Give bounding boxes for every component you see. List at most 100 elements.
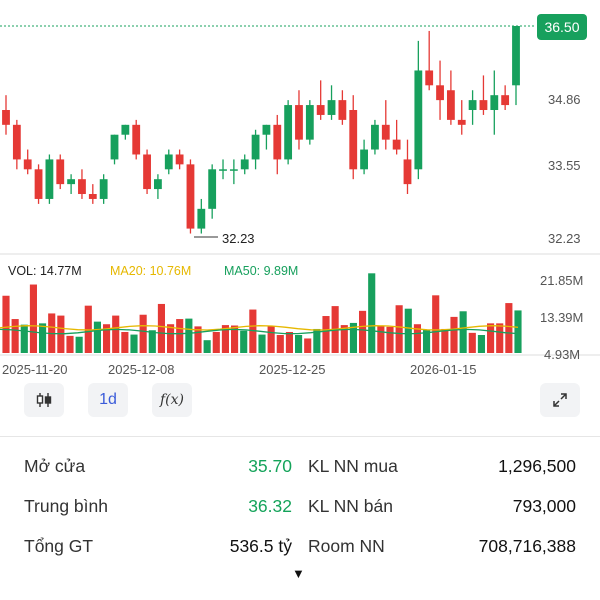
candle-body	[338, 100, 347, 120]
chart-toolbar: 1d f(x)	[0, 383, 600, 419]
indicator-fx-button[interactable]: f(x)	[152, 383, 192, 417]
volume-bar	[231, 325, 239, 353]
volume-bar	[276, 335, 284, 353]
volume-bar	[322, 316, 330, 353]
volume-bar	[75, 336, 83, 353]
stat-value: 36.32	[248, 496, 292, 516]
volume-bar	[139, 314, 147, 353]
stat-value: 536.5 tỷ	[229, 536, 292, 556]
price-axis-label: 34.86	[548, 92, 581, 107]
volume-bar	[432, 295, 440, 353]
volume-bar	[20, 324, 28, 353]
volume-bar	[468, 332, 476, 353]
volume-bar	[477, 335, 485, 353]
volume-series	[2, 273, 522, 353]
candle-body	[501, 95, 510, 106]
volume-axis-label: 4.93M	[544, 347, 580, 362]
stat-label: KL NN mua	[308, 456, 398, 476]
volume-bar	[377, 325, 385, 353]
candlestick-icon	[36, 393, 52, 407]
ma50-line	[0, 328, 519, 335]
candle-body	[121, 124, 130, 135]
date-label: 2025-11-20	[2, 362, 68, 377]
candle-body	[371, 124, 379, 150]
volume-bar	[349, 322, 357, 353]
volume-bar	[212, 331, 220, 353]
volume-bar	[295, 335, 303, 353]
volume-bar	[121, 331, 129, 353]
candle-body	[414, 70, 423, 170]
interval-1d-button[interactable]: 1d	[88, 383, 128, 417]
volume-bar	[395, 305, 403, 353]
candle-body	[490, 95, 499, 111]
volume-bar	[185, 318, 193, 353]
candle-body	[110, 134, 119, 160]
candle-body	[99, 179, 108, 199]
candle-body	[164, 154, 173, 170]
volume-bar	[404, 308, 412, 353]
candle-body	[67, 179, 76, 185]
candle-body	[360, 149, 368, 170]
candle-body	[12, 124, 21, 160]
expand-chart-button[interactable]	[540, 383, 580, 417]
candle-body	[23, 159, 32, 170]
stat-label: Room NN	[308, 536, 385, 556]
stat-label: KL NN bán	[308, 496, 393, 516]
stat-value: 793,000	[512, 496, 576, 516]
candle-body	[457, 119, 466, 125]
stock-stats: Mở cửa 35.70 KL NN mua 1,296,500 Trung b…	[24, 446, 580, 566]
volume-bar	[194, 326, 202, 353]
candle-body	[2, 110, 10, 125]
volume-bar	[386, 326, 394, 353]
volume-bar	[505, 303, 513, 353]
candle-body	[45, 159, 54, 199]
stat-label: Trung bình	[24, 496, 108, 516]
candle-body	[436, 85, 444, 101]
candle-body	[468, 100, 477, 111]
moving-average-lines	[0, 325, 519, 335]
volume-bar	[487, 323, 495, 353]
volume-bar	[240, 330, 248, 353]
candle-body	[316, 105, 325, 115]
volume-bar	[29, 284, 37, 353]
ma50-legend: MA50: 9.89M	[224, 264, 298, 278]
candle-body	[132, 124, 141, 155]
candle-body	[175, 154, 184, 165]
volume-bar	[340, 325, 348, 353]
stat-value: 708,716,388	[478, 536, 576, 556]
vol-legend: VOL: 14.77M	[8, 264, 82, 278]
volume-bar	[130, 334, 138, 353]
stat-label: Tổng GT	[24, 536, 94, 556]
candle-body	[34, 169, 43, 199]
candle-body	[78, 179, 86, 195]
stat-label: Mở cửa	[24, 456, 86, 476]
price-chart[interactable]: 36.50 34.86 33.55 32.23 32.23 VOL: 14.77…	[0, 0, 600, 382]
date-label: 2025-12-25	[259, 362, 326, 377]
candle-body	[197, 208, 206, 229]
candle-body	[512, 26, 520, 86]
candlestick-type-button[interactable]	[24, 383, 64, 417]
date-label: 2026-01-15	[410, 362, 477, 377]
expand-stats-arrow-icon[interactable]: ▼	[292, 566, 305, 581]
volume-bar	[304, 338, 312, 353]
volume-axis-label: 13.39M	[540, 310, 583, 325]
candle-body	[425, 70, 434, 86]
volume-bar	[203, 340, 211, 353]
volume-axis-label: 21.85M	[540, 273, 583, 288]
volume-bar	[167, 324, 175, 353]
section-divider	[0, 436, 600, 437]
volume-bar	[176, 319, 184, 353]
stat-row-open: Mở cửa 35.70 KL NN mua 1,296,500	[24, 446, 580, 486]
volume-bar	[148, 330, 156, 353]
candle-body	[262, 124, 271, 135]
current-price-badge	[537, 14, 587, 40]
volume-bar	[249, 309, 257, 353]
candle-body	[479, 100, 488, 111]
candle-body	[229, 169, 238, 171]
candlestick-series	[2, 26, 520, 234]
volume-bar	[496, 323, 504, 353]
candle-body	[219, 169, 227, 171]
price-axis-label: 32.23	[548, 231, 581, 246]
volume-bar	[413, 324, 421, 353]
volume-bar	[157, 303, 165, 353]
